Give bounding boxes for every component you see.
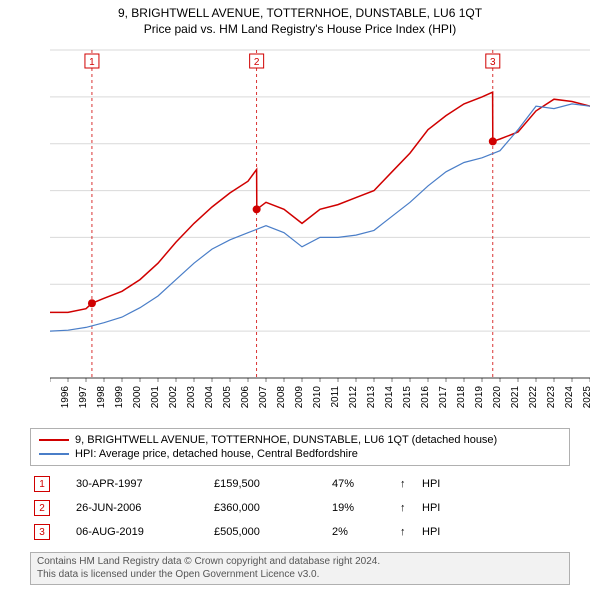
- svg-text:1998: 1998: [96, 386, 107, 409]
- footer-attribution: Contains HM Land Registry data © Crown c…: [30, 552, 570, 585]
- svg-text:2010: 2010: [312, 386, 323, 409]
- svg-text:2006: 2006: [240, 386, 251, 409]
- svg-text:1995: 1995: [50, 386, 53, 409]
- legend-label-property: 9, BRIGHTWELL AVENUE, TOTTERNHOE, DUNSTA…: [75, 434, 497, 446]
- up-arrow-icon: ↑: [400, 502, 414, 514]
- svg-text:2024: 2024: [564, 386, 575, 409]
- tx-hpi-label: HPI: [422, 478, 440, 490]
- legend-item-property: 9, BRIGHTWELL AVENUE, TOTTERNHOE, DUNSTA…: [39, 433, 561, 447]
- tx-marker-2: 2: [34, 500, 50, 516]
- footer-line1: Contains HM Land Registry data © Crown c…: [37, 556, 563, 569]
- svg-text:2002: 2002: [168, 386, 179, 409]
- svg-text:2022: 2022: [528, 386, 539, 409]
- svg-text:1997: 1997: [78, 386, 89, 409]
- svg-text:2019: 2019: [474, 386, 485, 409]
- legend-item-hpi: HPI: Average price, detached house, Cent…: [39, 447, 561, 461]
- legend-swatch-property: [39, 439, 69, 441]
- tx-price: £505,000: [214, 526, 324, 538]
- tx-date: 06-AUG-2019: [76, 526, 206, 538]
- title-block: 9, BRIGHTWELL AVENUE, TOTTERNHOE, DUNSTA…: [0, 0, 600, 36]
- legend: 9, BRIGHTWELL AVENUE, TOTTERNHOE, DUNSTA…: [30, 428, 570, 466]
- chart: £0£100K£200K£300K£400K£500K£600K£700K199…: [50, 48, 590, 418]
- tx-price: £159,500: [214, 478, 324, 490]
- tx-date: 26-JUN-2006: [76, 502, 206, 514]
- chart-svg: £0£100K£200K£300K£400K£500K£600K£700K199…: [50, 48, 590, 418]
- svg-text:2023: 2023: [546, 386, 557, 409]
- tx-hpi-label: HPI: [422, 502, 440, 514]
- tx-price: £360,000: [214, 502, 324, 514]
- transaction-table: 1 30-APR-1997 £159,500 47% ↑ HPI 2 26-JU…: [30, 472, 570, 544]
- svg-text:2003: 2003: [186, 386, 197, 409]
- svg-text:2025: 2025: [582, 386, 590, 409]
- tx-hpi-label: HPI: [422, 526, 440, 538]
- tx-pct: 19%: [332, 502, 392, 514]
- legend-label-hpi: HPI: Average price, detached house, Cent…: [75, 448, 358, 460]
- svg-text:2005: 2005: [222, 386, 233, 409]
- svg-text:2021: 2021: [510, 386, 521, 409]
- svg-text:3: 3: [490, 57, 496, 68]
- svg-text:2016: 2016: [420, 386, 431, 409]
- tx-pct: 47%: [332, 478, 392, 490]
- page-root: 9, BRIGHTWELL AVENUE, TOTTERNHOE, DUNSTA…: [0, 0, 600, 590]
- svg-text:2017: 2017: [438, 386, 449, 409]
- tx-marker-1: 1: [34, 476, 50, 492]
- svg-text:2012: 2012: [348, 386, 359, 409]
- svg-text:2011: 2011: [330, 386, 341, 408]
- svg-text:1999: 1999: [114, 386, 125, 409]
- table-row: 2 26-JUN-2006 £360,000 19% ↑ HPI: [30, 496, 570, 520]
- legend-swatch-hpi: [39, 453, 69, 455]
- tx-marker-3: 3: [34, 524, 50, 540]
- up-arrow-icon: ↑: [400, 478, 414, 490]
- svg-text:2007: 2007: [258, 386, 269, 409]
- svg-text:2001: 2001: [150, 386, 161, 409]
- svg-text:2020: 2020: [492, 386, 503, 409]
- svg-text:2018: 2018: [456, 386, 467, 409]
- svg-text:2014: 2014: [384, 386, 395, 409]
- svg-text:2009: 2009: [294, 386, 305, 409]
- svg-text:2015: 2015: [402, 386, 413, 409]
- svg-text:2000: 2000: [132, 386, 143, 409]
- up-arrow-icon: ↑: [400, 526, 414, 538]
- svg-text:1: 1: [89, 57, 95, 68]
- svg-text:2: 2: [254, 57, 260, 68]
- table-row: 1 30-APR-1997 £159,500 47% ↑ HPI: [30, 472, 570, 496]
- tx-date: 30-APR-1997: [76, 478, 206, 490]
- tx-pct: 2%: [332, 526, 392, 538]
- svg-text:2008: 2008: [276, 386, 287, 409]
- svg-text:1996: 1996: [60, 386, 71, 409]
- title-address: 9, BRIGHTWELL AVENUE, TOTTERNHOE, DUNSTA…: [0, 6, 600, 20]
- svg-text:2004: 2004: [204, 386, 215, 409]
- footer-line2: This data is licensed under the Open Gov…: [37, 569, 563, 582]
- svg-text:2013: 2013: [366, 386, 377, 409]
- table-row: 3 06-AUG-2019 £505,000 2% ↑ HPI: [30, 520, 570, 544]
- title-subtitle: Price paid vs. HM Land Registry's House …: [0, 22, 600, 36]
